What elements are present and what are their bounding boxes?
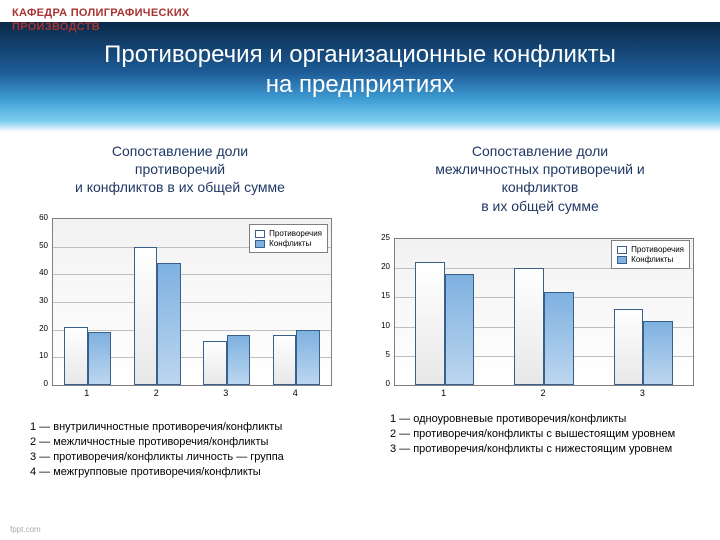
chart-right-legend: Противоречия Конфликты <box>611 240 690 269</box>
caption-line: 4 — межгрупповые противоречия/конфликты <box>30 465 360 480</box>
bar-series1 <box>64 327 88 385</box>
caption-line: 3 — противоречия/конфликты с нижестоящим… <box>390 442 705 457</box>
legend-label-series2: Конфликты <box>269 239 311 248</box>
department-label: КАФЕДРА ПОЛИГРАФИЧЕСКИХ ПРОИЗВОДСТВ <box>12 6 190 35</box>
x-tick-label: 3 <box>632 388 652 398</box>
gridline <box>53 330 331 331</box>
bar-series1 <box>614 309 644 385</box>
bar-series1 <box>273 335 297 385</box>
legend-row: Конфликты <box>617 255 684 264</box>
legend-swatch-series1 <box>617 246 627 254</box>
legend-row: Конфликты <box>255 239 322 248</box>
y-tick-label: 15 <box>362 291 390 300</box>
page-title: Противоречия и организационные конфликты… <box>0 40 720 100</box>
bar-series2 <box>88 332 112 385</box>
title-line2: на предприятиях <box>266 71 455 98</box>
dept-line2: ПРОИЗВОДСТВ <box>12 21 100 33</box>
y-tick-label: 40 <box>20 268 48 277</box>
subtitle-right-l4: в их общей сумме <box>481 198 599 214</box>
subtitle-right: Сопоставление доли межличностных противо… <box>390 142 690 215</box>
y-tick-label: 0 <box>362 379 390 388</box>
bar-series1 <box>415 262 445 385</box>
y-tick-label: 20 <box>20 324 48 333</box>
bar-series2 <box>227 335 251 385</box>
bar-series2 <box>544 292 574 385</box>
gridline <box>53 302 331 303</box>
dept-line1: КАФЕДРА ПОЛИГРАФИЧЕСКИХ <box>12 7 190 19</box>
subtitle-left-l3: и конфликтов в их общей сумме <box>75 179 285 195</box>
bar-series2 <box>643 321 673 385</box>
slide: КАФЕДРА ПОЛИГРАФИЧЕСКИХ ПРОИЗВОДСТВ Прот… <box>0 0 720 540</box>
chart-left: Противоречия Конфликты 0 10 20 30 40 50 60 1 2 3 4 <box>18 210 338 410</box>
subtitle-right-l1: Сопоставление доли <box>472 143 608 159</box>
legend-label-series1: Противоречия <box>631 245 684 254</box>
y-tick-label: 10 <box>20 351 48 360</box>
footer-logo: fppt.com <box>10 525 41 534</box>
bar-series1 <box>514 268 544 385</box>
subtitle-left-l2: противоречий <box>135 161 225 177</box>
x-tick-label: 4 <box>285 388 305 398</box>
caption-line: 2 — межличностные противоречия/конфликты <box>30 435 360 450</box>
caption-left: 1 — внутриличностные противоречия/конфли… <box>30 420 360 479</box>
bar-series1 <box>134 247 158 385</box>
x-tick-label: 1 <box>434 388 454 398</box>
x-tick-label: 1 <box>77 388 97 398</box>
legend-swatch-series2 <box>255 240 265 248</box>
caption-line: 1 — внутриличностные противоречия/конфли… <box>30 420 360 435</box>
legend-row: Противоречия <box>617 245 684 254</box>
caption-right: 1 — одноуровневые противоречия/конфликты… <box>390 412 705 457</box>
legend-swatch-series1 <box>255 230 265 238</box>
caption-line: 2 — противоречия/конфликты с вышестоящим… <box>390 427 705 442</box>
x-tick-label: 2 <box>533 388 553 398</box>
y-tick-label: 25 <box>362 233 390 242</box>
bar-series2 <box>296 330 320 385</box>
y-tick-label: 10 <box>362 321 390 330</box>
legend-swatch-series2 <box>617 256 627 264</box>
subtitle-left: Сопоставление доли противоречий и конфли… <box>30 142 330 197</box>
y-tick-label: 30 <box>20 296 48 305</box>
subtitle-left-l1: Сопоставление доли <box>112 143 248 159</box>
caption-line: 1 — одноуровневые противоречия/конфликты <box>390 412 705 427</box>
chart-left-legend: Противоречия Конфликты <box>249 224 328 253</box>
x-tick-label: 2 <box>146 388 166 398</box>
y-tick-label: 50 <box>20 241 48 250</box>
title-line1: Противоречия и организационные конфликты <box>104 41 616 68</box>
bar-series1 <box>203 341 227 385</box>
legend-label-series2: Конфликты <box>631 255 673 264</box>
legend-row: Противоречия <box>255 229 322 238</box>
chart-right: Противоречия Конфликты 0 5 10 15 20 25 1 2 3 <box>360 230 700 410</box>
subtitle-right-l2: межличностных противоречий и <box>435 161 644 177</box>
x-tick-label: 3 <box>216 388 236 398</box>
y-tick-label: 0 <box>20 379 48 388</box>
caption-line: 3 — противоречия/конфликты личность — гр… <box>30 450 360 465</box>
subtitle-right-l3: конфликтов <box>502 179 579 195</box>
y-tick-label: 60 <box>20 213 48 222</box>
bar-series2 <box>157 263 181 385</box>
bar-series2 <box>445 274 475 385</box>
y-tick-label: 5 <box>362 350 390 359</box>
legend-label-series1: Противоречия <box>269 229 322 238</box>
y-tick-label: 20 <box>362 262 390 271</box>
gridline <box>53 274 331 275</box>
